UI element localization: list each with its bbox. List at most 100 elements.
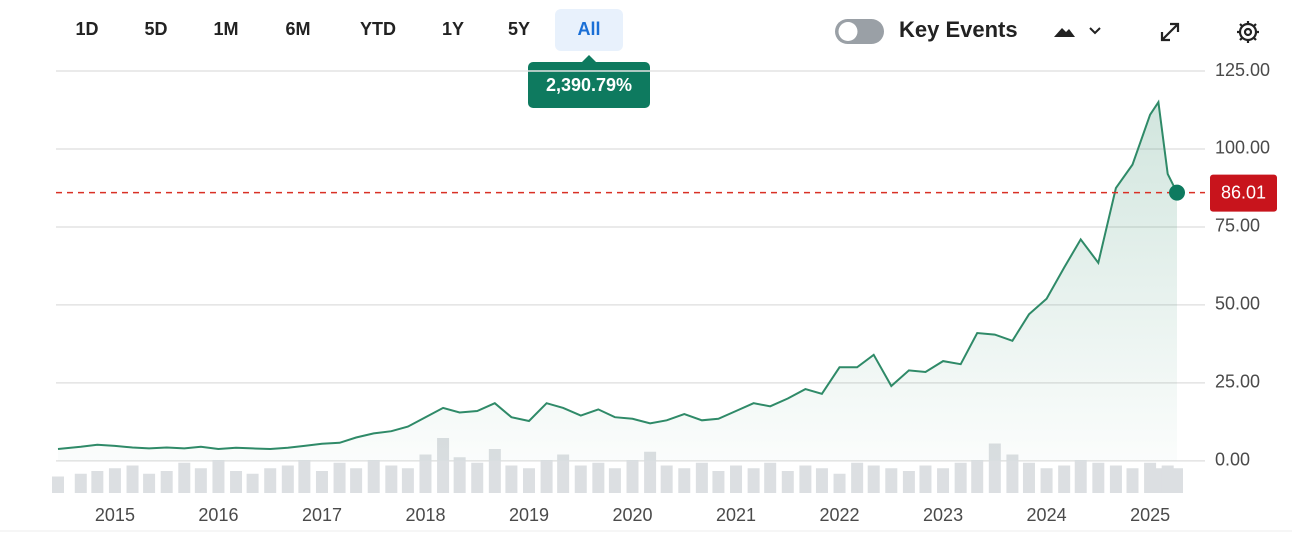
y-tick-label: 75.00 — [1215, 216, 1260, 236]
range-button-bg — [555, 9, 623, 51]
volume-bar — [747, 468, 760, 493]
x-tick-label: 2020 — [612, 505, 652, 525]
range-button[interactable]: YTD — [360, 19, 396, 39]
volume-bar — [1092, 462, 1105, 493]
volume-bar — [937, 468, 950, 493]
volume-bar — [574, 465, 587, 493]
volume-bar — [505, 465, 518, 493]
volume-bar — [660, 465, 673, 493]
volume-bar — [1040, 468, 1053, 493]
volume-bar — [867, 465, 880, 493]
price-area — [58, 102, 1177, 461]
range-button[interactable]: 5D — [144, 19, 167, 39]
settings-icon[interactable] — [1237, 21, 1259, 43]
range-button[interactable]: 6M — [285, 19, 310, 39]
range-button[interactable]: 5Y — [508, 19, 530, 39]
volume-bar — [1006, 454, 1019, 493]
x-tick-label: 2016 — [198, 505, 238, 525]
y-tick-label: 25.00 — [1215, 372, 1260, 392]
range-button[interactable]: All — [577, 19, 600, 39]
volume-bar — [264, 468, 277, 493]
last-price-dot — [1169, 184, 1185, 201]
volume-bar — [954, 462, 967, 493]
volume-bar — [246, 473, 259, 493]
volume-bar — [781, 471, 794, 493]
volume-bar — [1152, 468, 1165, 493]
volume-bar — [230, 471, 243, 493]
volume-bar — [851, 462, 864, 493]
volume-bar — [592, 462, 605, 493]
volume-bar — [281, 465, 294, 493]
volume-bar — [333, 462, 346, 493]
y-tick-label: 125.00 — [1215, 60, 1270, 80]
badge-pointer — [582, 55, 596, 62]
toolbar: 1D 5D 1M 6M YTD 1Y 5Y All 2,390.79% — [75, 9, 650, 108]
volume-bar — [108, 468, 121, 493]
plot-area: 0.00 25.00 50.00 75.00 100.00 125.00 2015 2016 2… — [52, 60, 1277, 525]
x-tick-label: 2015 — [95, 505, 135, 525]
toggle-knob — [838, 22, 858, 41]
volume-bar — [1058, 465, 1071, 493]
volume-bar — [678, 468, 691, 493]
volume-bar — [401, 468, 414, 493]
volume-bar — [1126, 468, 1139, 493]
x-tick-label: 2022 — [820, 505, 860, 525]
volume-bar — [1171, 468, 1183, 493]
volume-bar — [1074, 460, 1087, 493]
chevron[interactable] — [1089, 27, 1101, 35]
volume-bar — [212, 460, 225, 493]
volume-bar — [315, 471, 328, 493]
price-line — [57, 99, 1178, 451]
volume-bar — [160, 471, 173, 493]
volume-bar — [1109, 465, 1122, 493]
volume-bar — [126, 465, 139, 493]
volume-bar — [385, 465, 398, 493]
volume-bar — [971, 460, 984, 493]
key-events-label: Key Events — [899, 17, 1018, 42]
x-tick-label: 2018 — [405, 505, 445, 525]
volume-bar — [1022, 462, 1035, 493]
volume-bar — [74, 473, 87, 493]
volume-bar — [298, 460, 311, 493]
volume-bar — [919, 465, 932, 493]
volume-bar — [695, 462, 708, 493]
volume-bar — [557, 454, 570, 493]
volume-bar — [764, 462, 777, 493]
x-tick-label: 2017 — [302, 505, 342, 525]
range-button[interactable]: 1D — [75, 19, 98, 39]
x-tick-label: 2023 — [923, 505, 963, 525]
x-tick-label: 2021 — [716, 505, 756, 525]
last-price-badge — [1210, 174, 1277, 212]
volume-bar — [178, 462, 191, 493]
chart-type-icon[interactable] — [1054, 28, 1075, 37]
volume-bar — [730, 465, 743, 493]
volume-bar — [902, 471, 915, 493]
volume-bar — [833, 473, 846, 493]
y-tick-label: 50.00 — [1215, 294, 1260, 314]
volume-bar — [194, 468, 207, 493]
volume-bar — [471, 462, 484, 493]
volume-bar — [143, 473, 156, 493]
x-tick-label: 2024 — [1027, 505, 1067, 525]
volume-bar — [419, 454, 432, 493]
range-button[interactable]: 1Y — [442, 19, 464, 39]
y-tick-label: 0.00 — [1215, 450, 1250, 470]
x-tick-label: 2019 — [509, 505, 549, 525]
expand-icon[interactable] — [1160, 22, 1180, 42]
volume-bar — [885, 468, 898, 493]
volume-bar — [608, 468, 621, 493]
volume-bar — [712, 471, 725, 493]
volume-bar — [367, 460, 380, 493]
volume-bar — [799, 465, 812, 493]
range-button[interactable]: 1M — [213, 19, 238, 39]
volume-bar — [52, 476, 64, 493]
change-badge-text: 2,390.79% — [546, 75, 632, 95]
volume-bar — [453, 457, 466, 493]
change-badge — [528, 62, 650, 108]
volume-bar — [644, 451, 657, 493]
volume-bar — [350, 468, 363, 493]
volume-bar — [540, 460, 553, 493]
last-price-label: 86.01 — [1221, 182, 1266, 202]
volume-bar — [91, 471, 104, 493]
